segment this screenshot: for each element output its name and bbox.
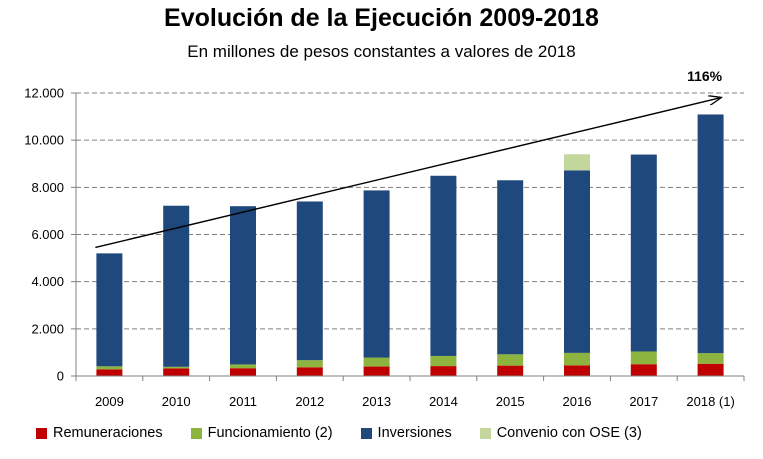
bar-segment bbox=[697, 353, 724, 364]
legend-item: Funcionamiento (2) bbox=[190, 425, 333, 441]
bar-segment bbox=[296, 367, 323, 376]
x-tick-label: 2014 bbox=[429, 394, 458, 409]
legend-item: Inversiones bbox=[360, 425, 452, 441]
y-tick-label: 12.000 bbox=[24, 86, 64, 101]
bar-segment bbox=[564, 365, 590, 376]
bar-segment bbox=[230, 368, 256, 376]
legend-swatch bbox=[479, 427, 491, 439]
bar-segment bbox=[163, 368, 190, 376]
bar-segment bbox=[630, 351, 657, 365]
legend-swatch bbox=[36, 427, 47, 439]
legend-label: Remuneraciones bbox=[53, 425, 163, 441]
bar-segment bbox=[163, 205, 190, 367]
bar-segment bbox=[497, 365, 524, 376]
bar-segment bbox=[230, 206, 256, 365]
legend-swatch bbox=[190, 427, 202, 439]
bar-segment bbox=[697, 114, 724, 354]
x-tick-label: 2011 bbox=[229, 394, 257, 409]
legend-item: Convenio con OSE (3) bbox=[479, 425, 642, 441]
bar-segment bbox=[630, 364, 657, 376]
bar-segment bbox=[564, 170, 590, 353]
y-tick-label: 2.000 bbox=[31, 321, 64, 336]
bar-segment bbox=[564, 154, 590, 171]
y-tick-label: 0 bbox=[57, 369, 64, 384]
bar-segment bbox=[497, 180, 524, 355]
y-tick-label: 10.000 bbox=[24, 133, 64, 148]
bar-segment bbox=[497, 354, 524, 366]
legend-label: Funcionamiento (2) bbox=[207, 425, 333, 441]
bar-segment bbox=[296, 360, 323, 368]
legend-swatch bbox=[360, 427, 372, 439]
x-tick-label: 2012 bbox=[295, 394, 324, 409]
bar-segment bbox=[630, 154, 657, 352]
y-tick-label: 4.000 bbox=[31, 274, 64, 289]
x-tick-label: 2015 bbox=[496, 394, 525, 409]
chart-subtitle: En millones de pesos constantes a valore… bbox=[187, 42, 576, 61]
bar-segment bbox=[296, 201, 323, 361]
bar-segment bbox=[163, 366, 190, 369]
legend-label: Inversiones bbox=[377, 425, 452, 441]
x-tick-label: 2018 (1) bbox=[686, 394, 734, 409]
bar-segment bbox=[230, 364, 256, 369]
bar-segment bbox=[363, 366, 390, 376]
y-tick-label: 8.000 bbox=[31, 180, 64, 195]
bar-segment bbox=[430, 355, 457, 367]
bar-segment bbox=[697, 363, 724, 376]
x-tick-label: 2016 bbox=[563, 394, 592, 409]
x-tick-label: 2017 bbox=[629, 394, 658, 409]
chart-title: Evolución de la Ejecución 2009-2018 bbox=[164, 4, 599, 32]
bar-segment bbox=[430, 366, 457, 376]
y-tick-label: 6.000 bbox=[31, 227, 64, 242]
x-tick-label: 2013 bbox=[362, 394, 391, 409]
bar-segment bbox=[96, 369, 123, 376]
bar-segment bbox=[430, 175, 457, 356]
bar-segment bbox=[363, 190, 390, 358]
x-tick-label: 2009 bbox=[95, 394, 124, 409]
legend-label: Convenio con OSE (3) bbox=[496, 425, 642, 441]
bar-segment bbox=[564, 352, 590, 366]
bar-segment bbox=[96, 366, 123, 370]
trend-label: 116% bbox=[687, 68, 723, 84]
bar-segment bbox=[363, 357, 390, 367]
trend-arrow bbox=[95, 98, 720, 249]
x-tick-label: 2010 bbox=[162, 394, 191, 409]
legend-item: Remuneraciones bbox=[36, 425, 163, 441]
legend: Remuneraciones Funcionamiento (2) Inversio… bbox=[36, 425, 670, 441]
bar-segment bbox=[96, 253, 123, 367]
